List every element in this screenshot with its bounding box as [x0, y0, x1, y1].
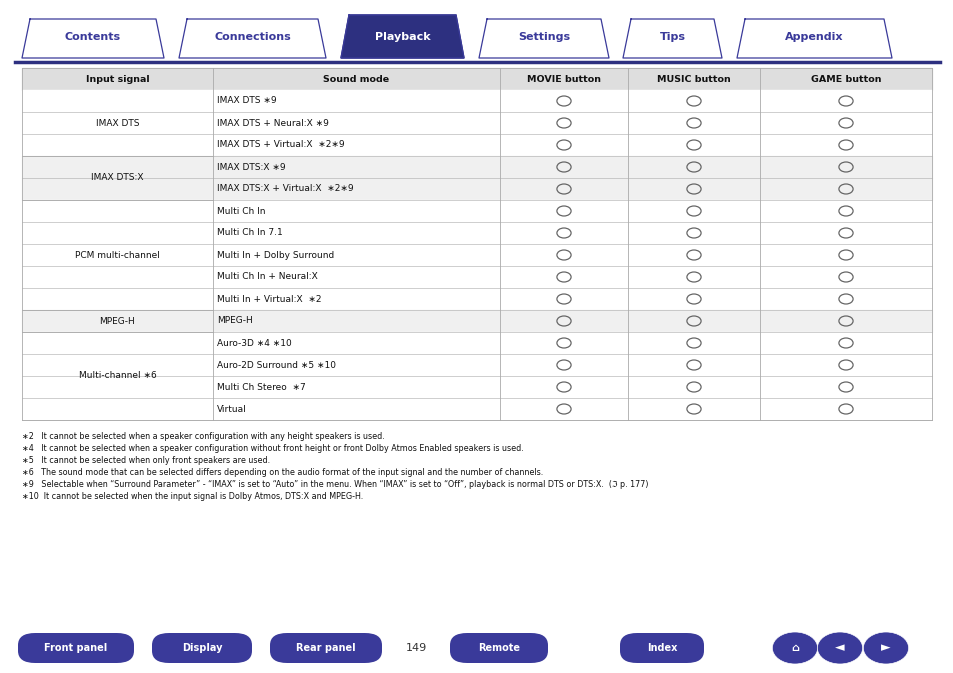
Polygon shape	[22, 376, 931, 398]
Text: Settings: Settings	[517, 32, 570, 42]
Circle shape	[772, 632, 817, 664]
Polygon shape	[22, 332, 931, 354]
Text: Multi Ch In 7.1: Multi Ch In 7.1	[216, 229, 282, 238]
Text: Auro-2D Surround ∗5 ∗10: Auro-2D Surround ∗5 ∗10	[216, 361, 335, 369]
Polygon shape	[737, 19, 891, 58]
Text: IMAX DTS:X + Virtual:X  ∗2∗9: IMAX DTS:X + Virtual:X ∗2∗9	[216, 184, 354, 194]
Polygon shape	[22, 310, 931, 332]
Text: Virtual: Virtual	[216, 404, 247, 413]
Text: 149: 149	[405, 643, 426, 653]
Polygon shape	[22, 156, 931, 178]
Polygon shape	[22, 19, 164, 58]
Text: IMAX DTS: IMAX DTS	[95, 118, 139, 127]
Polygon shape	[22, 68, 931, 90]
Circle shape	[862, 632, 907, 664]
Text: Rear panel: Rear panel	[295, 643, 355, 653]
Text: Sound mode: Sound mode	[323, 75, 389, 83]
Text: ◄: ◄	[834, 641, 844, 655]
Polygon shape	[22, 288, 931, 310]
Polygon shape	[22, 134, 931, 156]
Text: ⌂: ⌂	[790, 643, 799, 653]
Text: ►: ►	[881, 641, 890, 655]
Text: Input signal: Input signal	[86, 75, 150, 83]
Text: Multi Ch In + Neural:X: Multi Ch In + Neural:X	[216, 273, 317, 281]
Text: Connections: Connections	[213, 32, 291, 42]
Text: Display: Display	[182, 643, 222, 653]
Text: Tips: Tips	[659, 32, 685, 42]
Text: ∗2   It cannot be selected when a speaker configuration with any height speakers: ∗2 It cannot be selected when a speaker …	[22, 432, 384, 441]
FancyBboxPatch shape	[152, 633, 252, 663]
FancyBboxPatch shape	[619, 633, 703, 663]
Polygon shape	[478, 19, 608, 58]
FancyBboxPatch shape	[450, 633, 547, 663]
Polygon shape	[22, 112, 931, 134]
Polygon shape	[22, 244, 931, 266]
Circle shape	[817, 632, 862, 664]
Polygon shape	[622, 19, 721, 58]
Text: MUSIC button: MUSIC button	[657, 75, 730, 83]
Text: Remote: Remote	[477, 643, 519, 653]
Text: Auro-3D ∗4 ∗10: Auro-3D ∗4 ∗10	[216, 339, 292, 347]
Text: Multi-channel ∗6: Multi-channel ∗6	[78, 371, 156, 380]
Polygon shape	[22, 222, 931, 244]
Polygon shape	[179, 19, 326, 58]
Text: IMAX DTS + Virtual:X  ∗2∗9: IMAX DTS + Virtual:X ∗2∗9	[216, 141, 344, 149]
Polygon shape	[22, 354, 931, 376]
Polygon shape	[22, 266, 931, 288]
Text: Contents: Contents	[65, 32, 121, 42]
Polygon shape	[22, 90, 931, 112]
Polygon shape	[22, 398, 931, 420]
Text: MPEG-H: MPEG-H	[216, 316, 253, 326]
Text: MOVIE button: MOVIE button	[526, 75, 600, 83]
Polygon shape	[22, 178, 931, 200]
Text: Multi In + Virtual:X  ∗2: Multi In + Virtual:X ∗2	[216, 295, 321, 304]
Text: MPEG-H: MPEG-H	[99, 316, 135, 326]
Text: Multi In + Dolby Surround: Multi In + Dolby Surround	[216, 250, 334, 260]
FancyBboxPatch shape	[270, 633, 381, 663]
Text: Index: Index	[646, 643, 677, 653]
Text: ∗9   Selectable when “Surround Parameter” - “IMAX” is set to “Auto” in the menu.: ∗9 Selectable when “Surround Parameter” …	[22, 480, 648, 489]
Text: Front panel: Front panel	[45, 643, 108, 653]
Text: Multi Ch Stereo  ∗7: Multi Ch Stereo ∗7	[216, 382, 305, 392]
Polygon shape	[340, 15, 463, 58]
Text: ∗4   It cannot be selected when a speaker configuration without front height or : ∗4 It cannot be selected when a speaker …	[22, 444, 523, 453]
Text: ∗5   It cannot be selected when only front speakers are used.: ∗5 It cannot be selected when only front…	[22, 456, 270, 465]
FancyBboxPatch shape	[18, 633, 133, 663]
Text: GAME button: GAME button	[810, 75, 881, 83]
Text: IMAX DTS:X ∗9: IMAX DTS:X ∗9	[216, 162, 285, 172]
Text: Playback: Playback	[375, 32, 430, 42]
Text: IMAX DTS:X: IMAX DTS:X	[91, 174, 144, 182]
Text: Appendix: Appendix	[784, 32, 842, 42]
Text: ∗6   The sound mode that can be selected differs depending on the audio format o: ∗6 The sound mode that can be selected d…	[22, 468, 542, 477]
Polygon shape	[22, 200, 931, 222]
Text: PCM multi-channel: PCM multi-channel	[75, 250, 160, 260]
Text: IMAX DTS ∗9: IMAX DTS ∗9	[216, 96, 276, 106]
Text: ∗10  It cannot be selected when the input signal is Dolby Atmos, DTS:X and MPEG-: ∗10 It cannot be selected when the input…	[22, 492, 363, 501]
Text: Multi Ch In: Multi Ch In	[216, 207, 265, 215]
Text: IMAX DTS + Neural:X ∗9: IMAX DTS + Neural:X ∗9	[216, 118, 329, 127]
